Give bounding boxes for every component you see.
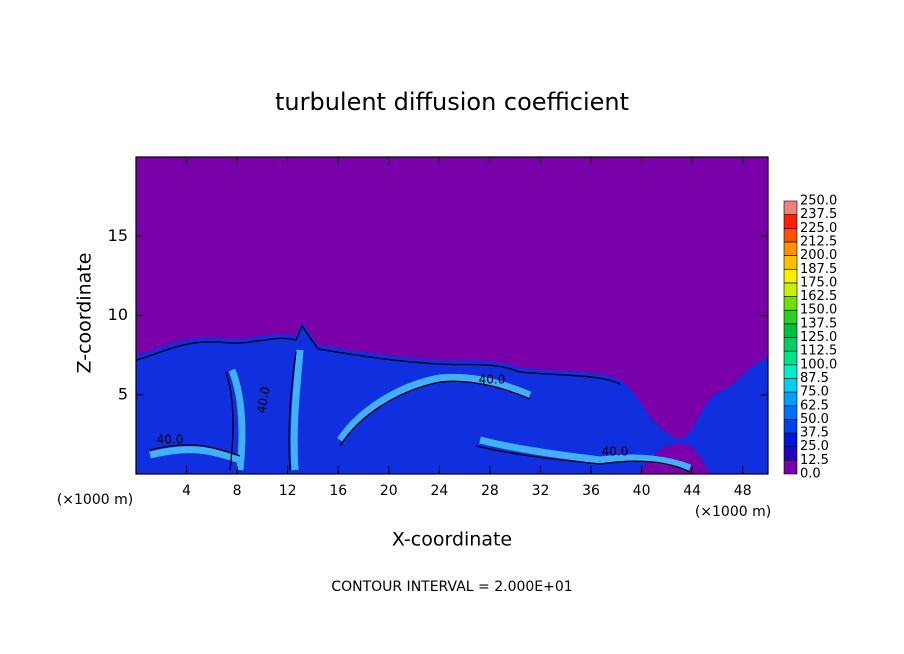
- colorbar-label: 75.0: [800, 385, 829, 400]
- streak: [479, 436, 601, 464]
- colorbar-label: 200.0: [800, 248, 837, 263]
- colorbar-segment: [783, 268, 798, 284]
- colorbar-segment: [783, 460, 798, 475]
- x-axis-label: X-coordinate: [392, 529, 512, 551]
- x-tick-label: 16: [329, 483, 347, 499]
- colorbar-label: 187.5: [800, 262, 837, 277]
- colorbar-segment: [783, 323, 798, 338]
- colorbar-label: 12.5: [800, 453, 829, 468]
- contour-line: [135, 324, 621, 385]
- y-unit: (×1000 m): [57, 492, 133, 508]
- streak: [599, 454, 692, 472]
- colorbar-segment: [783, 241, 798, 256]
- colorbar-segment: [783, 282, 798, 297]
- x-tick-label: 28: [481, 483, 499, 499]
- contour-label: 40.0: [157, 433, 184, 447]
- colorbar-label: 150.0: [800, 303, 837, 318]
- colorbar-segment: [783, 309, 798, 325]
- streak: [290, 349, 304, 471]
- streak: [337, 373, 532, 442]
- colorbar-label: 225.0: [800, 221, 837, 236]
- x-tick-label: 8: [233, 483, 242, 499]
- x-tick-label: 40: [633, 483, 651, 499]
- colorbar-segment: [783, 405, 798, 420]
- x-tick-label: 36: [582, 483, 600, 499]
- colorbar-segment: [783, 228, 798, 243]
- colorbar-segment: [783, 214, 798, 229]
- colorbar-label: 250.0: [800, 194, 837, 209]
- x-tick-label: 24: [430, 483, 448, 499]
- contour-label: 40.0: [254, 386, 272, 415]
- x-tick-label: 20: [380, 483, 398, 499]
- colorbar-label: 25.0: [800, 439, 829, 454]
- streak: [228, 368, 246, 471]
- x-tick-label: 44: [683, 483, 701, 499]
- colorbar-label: 100.0: [800, 357, 837, 372]
- y-axis-label: Z-coordinate: [74, 253, 96, 374]
- colorbar-segment: [783, 296, 798, 311]
- colorbar-segment: [783, 432, 798, 447]
- contour-label: 40.0: [602, 445, 629, 459]
- colorbar-label: 112.5: [800, 344, 837, 359]
- colorbar-label: 237.5: [800, 207, 837, 222]
- colorbar-label: 125.0: [800, 330, 837, 345]
- colorbar-label: 37.5: [800, 426, 829, 441]
- x-tick-label: 12: [279, 483, 297, 499]
- colorbar-segment: [783, 364, 798, 379]
- x-unit: (×1000 m): [695, 504, 771, 520]
- contour-lines: [135, 324, 691, 473]
- colorbar-segment: [783, 446, 798, 461]
- colorbar-segment: [783, 337, 798, 352]
- y-tick-label: 5: [118, 384, 128, 403]
- x-tick-label: 48: [734, 483, 752, 499]
- chart-title: turbulent diffusion coefficient: [275, 88, 629, 116]
- colorbar-label: 62.5: [800, 398, 829, 413]
- x-tick-label: 32: [532, 483, 550, 499]
- colorbar-label: 87.5: [800, 371, 829, 386]
- colorbar-label: 212.5: [800, 234, 837, 249]
- colorbar-label: 137.5: [800, 316, 837, 331]
- colorbar-segment: [783, 350, 798, 366]
- colorbar-segment: [783, 419, 798, 434]
- colorbar-label: 175.0: [800, 275, 837, 290]
- y-tick-label: 15: [108, 226, 128, 245]
- colorbar-segment: [783, 200, 798, 215]
- colorbar-segment: [783, 378, 798, 393]
- colorbar-segment: [783, 391, 798, 407]
- colorbar-label: 0.0: [800, 467, 821, 482]
- y-tick-label: 10: [108, 305, 128, 324]
- x-tick-label: 4: [182, 483, 191, 499]
- contour-label: 40.0: [479, 373, 506, 387]
- annotation: CONTOUR INTERVAL = 2.000E+01: [331, 579, 572, 595]
- contour-line: [149, 351, 691, 473]
- colorbar-segment: [783, 255, 798, 270]
- colorbar-label: 50.0: [800, 412, 829, 427]
- colorbar-label: 162.5: [800, 289, 837, 304]
